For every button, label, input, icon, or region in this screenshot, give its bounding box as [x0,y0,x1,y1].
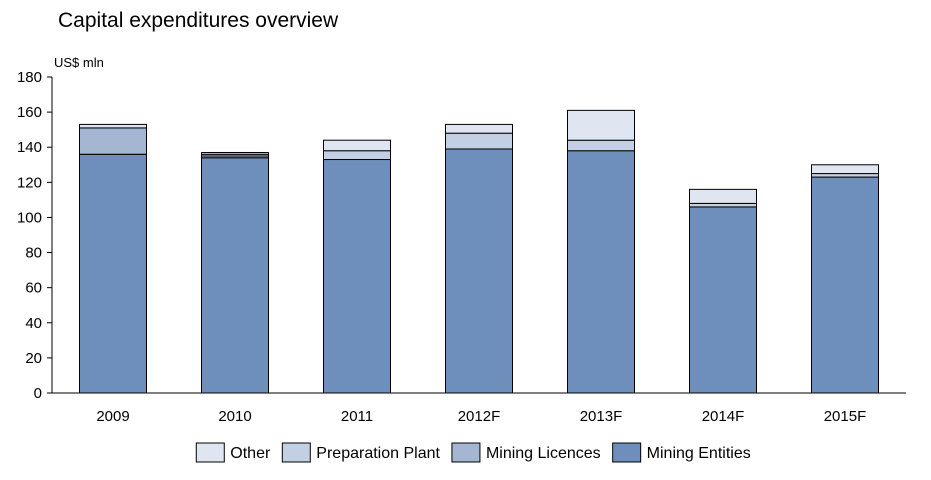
y-tick-label: 100 [17,209,42,226]
x-tick-label: 2014F [702,408,745,425]
y-tick-label: 20 [25,350,42,367]
legend-label: Mining Licences [486,445,601,462]
y-tick-label: 80 [25,245,42,262]
x-tick-label: 2010 [218,408,251,425]
legend-swatch [281,442,311,463]
plot-area: 0 20 40 60 80 100 120 140 160 180 2009 2010 2011 2012… [17,69,906,425]
y-tick-label: 0 [34,385,42,402]
legend: Other Preparation Plant Mining Licences Min… [195,442,751,463]
legend-label: Preparation Plant [316,445,440,462]
bar-segment [811,164,879,175]
bar-segment [811,176,879,394]
bar-segment [323,159,391,394]
bar-segment [445,132,513,150]
bar-segment [689,206,757,394]
bar-segment [689,202,757,208]
y-tick-label: 140 [17,139,42,156]
x-tick-label: 2015F [824,408,867,425]
legend-label: Mining Entities [647,445,751,462]
y-tick-label: 40 [25,315,42,332]
chart-title: Capital expenditures overview [58,9,339,32]
bar-segment [445,123,513,134]
y-tick-label: 120 [17,174,42,191]
x-tick-label: 2011 [341,408,373,425]
y-axis-unit-label: US$ mln [54,55,104,70]
bar-segment [567,109,635,141]
bar-segment [445,148,513,394]
bar-segment [201,151,269,155]
legend-label: Other [230,445,271,462]
bar-segment [79,123,147,129]
y-tick-label: 60 [25,280,42,297]
x-tick-label: 2013F [580,408,623,425]
legend-swatch [612,442,642,463]
bar-segment [79,153,147,394]
bar-segment [79,127,147,155]
bar-segment [689,188,757,204]
y-tick-label: 160 [17,104,42,121]
y-tick-label: 180 [17,69,42,86]
legend-swatch [451,442,481,463]
bar-segment [567,150,635,394]
bar-segment [811,173,879,178]
x-tick-label: 2012F [458,408,501,425]
bar-segment [201,157,269,394]
bar-segment [567,139,635,152]
bar-segment [323,150,391,161]
legend-swatch [195,442,225,463]
bar-segment [323,139,391,152]
x-tick-label: 2009 [96,408,129,425]
